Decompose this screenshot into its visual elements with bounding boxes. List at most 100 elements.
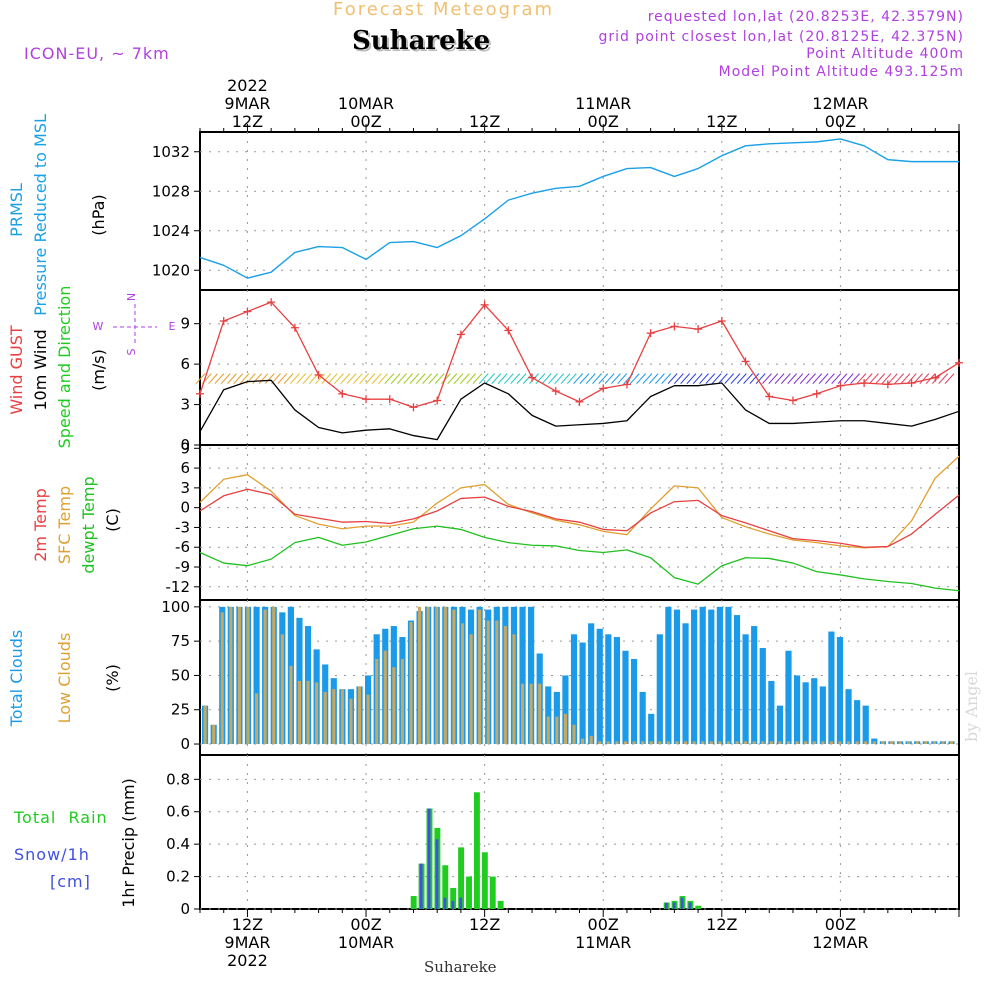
wind-direction-arrow [598,373,609,384]
total-cloud-bar [630,658,638,745]
wind-direction-arrow [233,373,244,384]
wind-direction-arrow [705,373,716,384]
time-label-bottom: 12Z [469,915,500,934]
wind-direction-arrow [787,373,798,384]
wind-direction-arrow [397,373,407,384]
time-label-top: 12Z [469,112,500,131]
low-cloud-bar [881,741,885,745]
total-cloud-bar [639,691,646,745]
wind-direction-arrow [661,373,672,384]
low-cloud-bar [229,606,233,745]
wind-direction-arrow [334,373,344,384]
snow-legend-label: Snow/1h [14,845,90,864]
wind-direction-arrow [485,373,495,384]
wind-direction-arrow [906,373,917,384]
total-cloud-bar [545,686,552,745]
wind-direction-arrow [579,373,590,384]
low-cloud-bar [263,609,267,745]
wind-direction-arrow [560,373,571,384]
ytick-label-clouds: 0 [180,735,190,753]
low-cloud-bar [658,741,662,745]
time-label-bottom: 10MAR [338,933,394,952]
low-cloud-bar [366,694,370,745]
total-cloud-bar [665,606,672,745]
snow-bar [435,839,439,909]
low-cloud-bar [529,683,533,745]
low-cloud-bar [581,738,585,745]
low-cloud-bar [589,735,593,745]
wind-direction-arrow [208,373,218,384]
ytick-label-pressure: 1032 [152,143,190,161]
low-cloud-bar [898,741,902,745]
wind-direction-arrow [346,373,357,384]
wind-direction-arrow [390,373,401,384]
low-cloud-bar [812,741,816,745]
rain-bar [497,900,504,909]
wind-direction-arrow [478,373,489,384]
low-cloud-bar [409,621,413,745]
wind-direction-arrow [535,373,546,384]
wind-direction-arrow [214,373,225,384]
low-cloud-bar [572,724,576,745]
low-cloud-bar [400,658,404,745]
low-cloud-bar [289,665,293,745]
wind-direction-arrow [422,373,432,384]
ytick-label-precipitation: 0.4 [166,835,190,853]
wind-direction-arrow [510,373,521,384]
compass-e: E [169,320,176,333]
wind-direction-arrow [352,373,363,384]
low-cloud-bar [460,623,465,745]
wind-direction-arrow [617,373,628,384]
total-cloud-bar [519,606,526,745]
ytick-label-temperature: 0 [180,499,190,517]
low-cloud-bar [804,741,808,745]
low-cloud-bar [675,741,679,745]
total-cloud-bar [828,631,835,745]
wind-direction-arrow [472,373,483,384]
wind-direction-arrow [573,373,584,384]
low-cloud-bar [503,626,507,745]
wind-direction-arrow [227,373,237,384]
rain-bar [410,896,417,909]
total-cloud-bar [691,609,698,745]
wind-direction-arrow [340,373,351,384]
wind-direction-arrow [938,373,949,384]
wind-direction-arrow [296,373,307,384]
ytick-label-precipitation: 0.8 [166,770,190,788]
wind-direction-arrow [692,373,703,384]
low-cloud-bar [915,741,919,745]
total-cloud-bar [845,689,852,745]
wind-direction-arrow [686,373,697,384]
wind-direction-arrow [812,373,823,384]
low-cloud-bar [332,689,336,745]
low-cloud-bar [212,724,216,745]
wind-direction-arrow [944,373,955,384]
low-cloud-bar [315,682,319,745]
wind-direction-arrow [359,373,370,384]
low-cloud-bar [864,741,868,745]
wind-direction-arrow [447,373,458,384]
dewpt-label: dewpt Temp [79,476,98,573]
wind-direction-arrow [258,373,269,384]
total-cloud-bar [802,682,809,745]
time-label-top: 00Z [588,112,619,131]
wind-direction-arrow [321,373,332,384]
total-cloud-bar [793,675,801,745]
grid-point-coords: grid point closest lon,lat (20.8125E, 42… [598,29,964,45]
wind-direction-arrow [881,373,892,384]
temp-unit: (C) [103,508,122,532]
wind-direction-arrow [718,373,728,384]
rain-bar [695,905,702,909]
total-cloud-bar [768,680,775,745]
rain-bar [458,847,465,909]
wind-direction-arrow [730,373,741,384]
wind-direction-arrow [843,373,854,384]
wind-direction-arrow [554,373,565,384]
wind-direction-arrow [516,373,527,384]
low-cloud-bar [538,683,542,745]
sfc-temp-line [199,455,960,549]
time-label-bottom: 00Z [588,915,619,934]
time-label-top: 2022 [227,76,268,95]
product-title: Forecast Meteogram [333,0,555,20]
ytick-label-wind: 6 [180,355,190,373]
